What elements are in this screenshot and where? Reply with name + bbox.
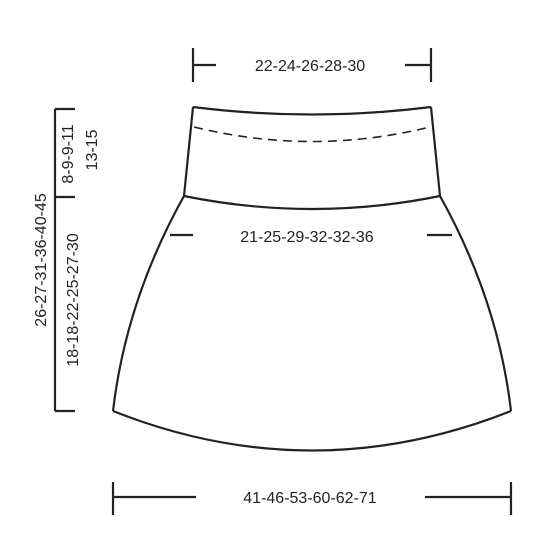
waistband-dashed-fold-line [193, 126, 431, 143]
top-width-label: 22-24-26-28-30 [255, 58, 365, 75]
bottom-width-label: 41-46-53-60-62-71 [243, 490, 377, 507]
mid-width-label: 21-25-29-32-32-36 [240, 229, 374, 246]
mid-width-measure: 21-25-29-32-32-36 [170, 229, 452, 246]
waistband-left-edge [182, 106, 195, 197]
waistband-top-edge [192, 105, 432, 116]
lower-length-label: 18-18-22-25-27-30 [65, 233, 82, 367]
waistband-seam [183, 194, 441, 211]
total-length-label: 26-27-31-36-40-45 [33, 193, 50, 327]
waistband-right-edge [429, 106, 442, 197]
bottom-width-measure: 41-46-53-60-62-71 [111, 482, 513, 515]
skirt-hem [112, 409, 512, 452]
waistband-length-label-2: 13-15 [84, 129, 101, 170]
skirt-left-side [111, 195, 185, 412]
length-measures: 26-27-31-36-40-45 18-18-22-25-27-30 8-9-… [33, 107, 101, 413]
skirt-outline [111, 105, 513, 452]
top-width-measure: 22-24-26-28-30 [191, 48, 433, 82]
skirt-right-side [439, 195, 513, 412]
waistband-length-label-1: 8-9-9-11 [60, 124, 77, 183]
